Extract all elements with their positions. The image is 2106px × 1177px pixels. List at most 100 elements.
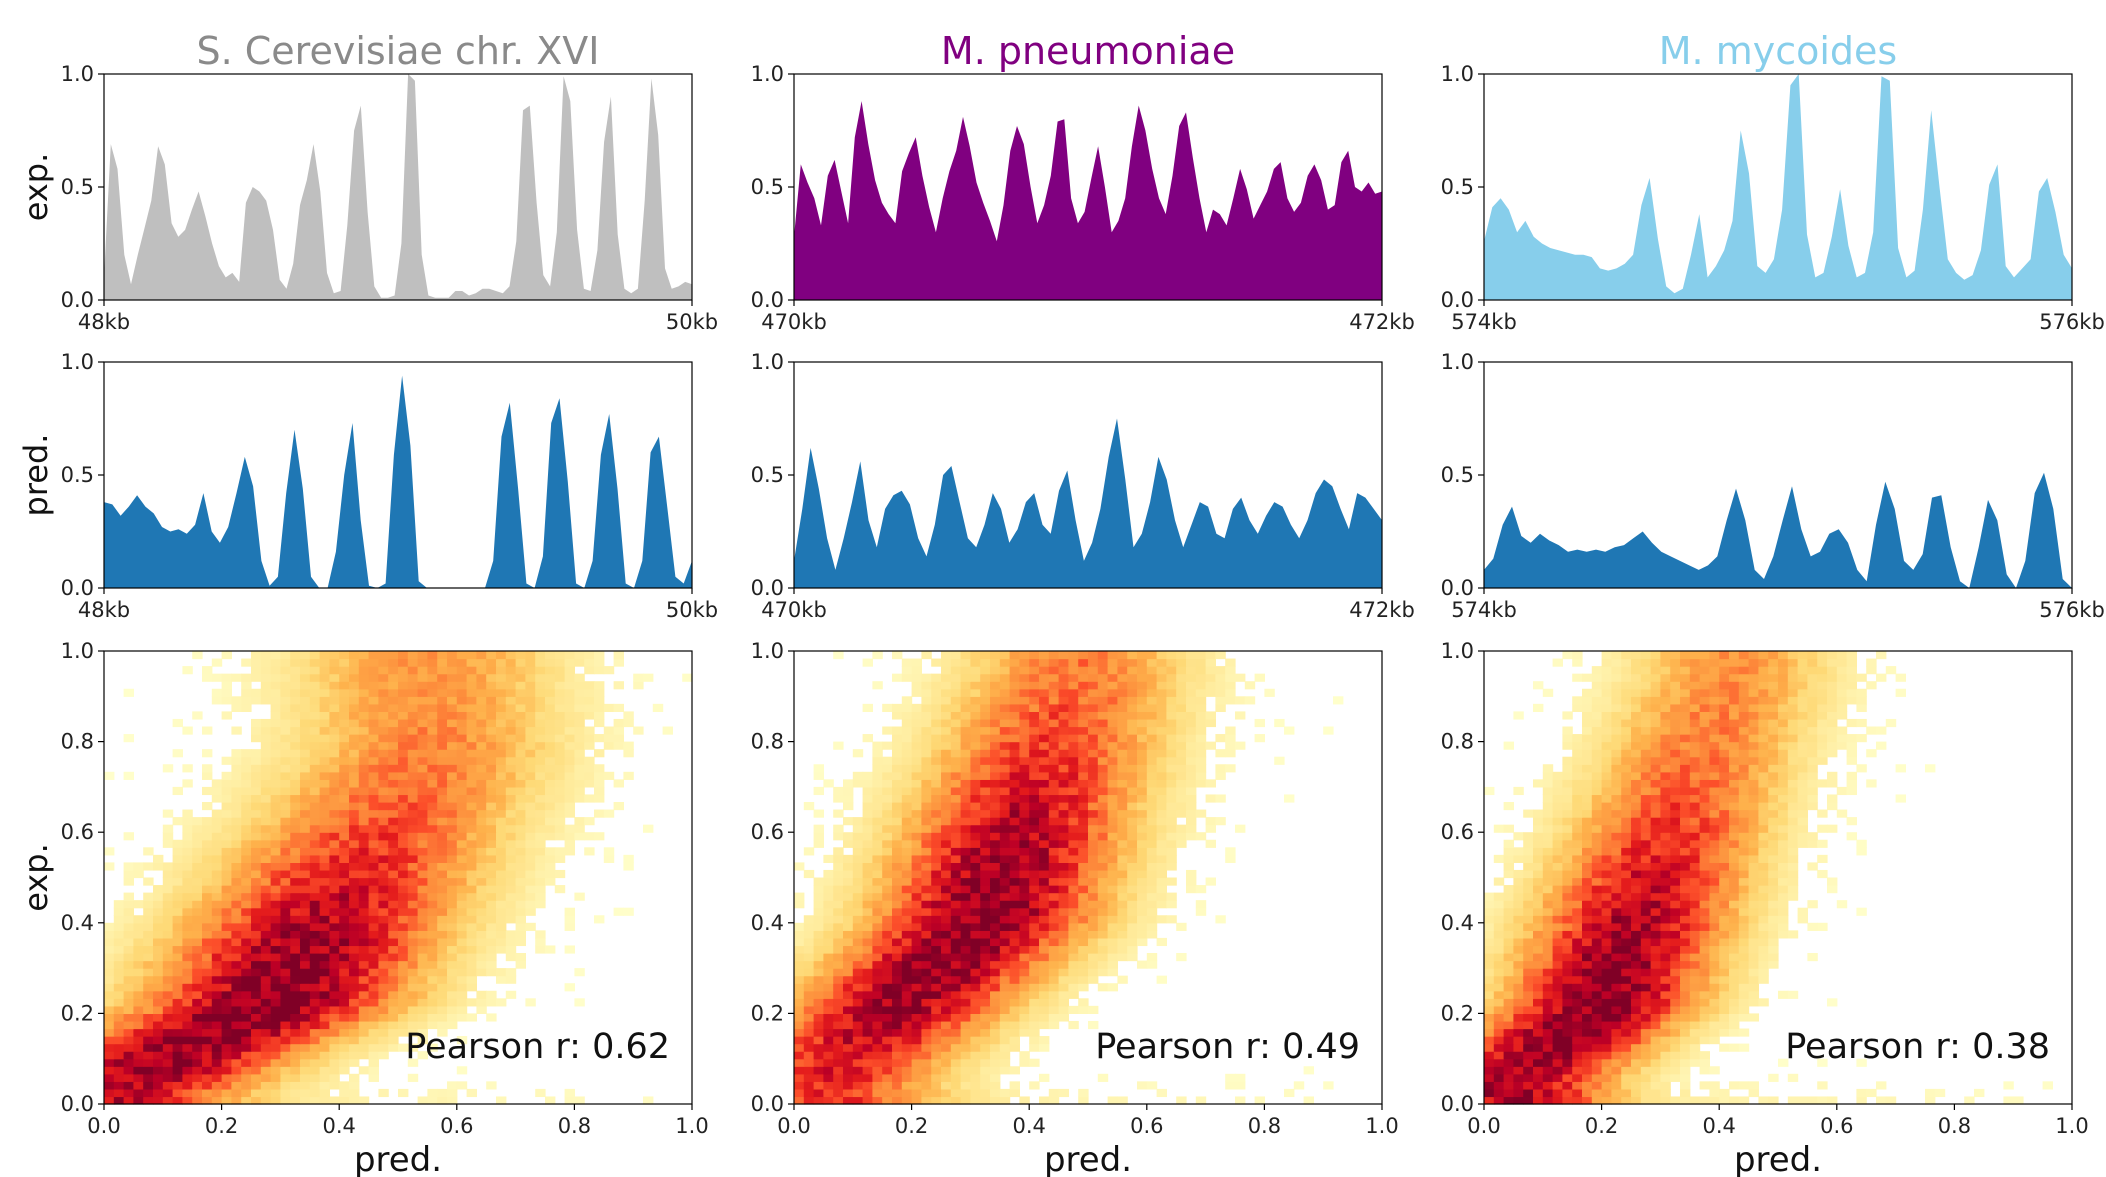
heatmap-cell — [1156, 794, 1167, 803]
heatmap-cell — [901, 937, 913, 947]
heatmap-cell — [1156, 786, 1167, 796]
xtick-label: 0.8 — [558, 1114, 591, 1138]
heatmap-cell — [437, 666, 448, 675]
heatmap-cell — [388, 1028, 399, 1037]
heatmap-cell — [162, 922, 174, 931]
heatmap-cell — [143, 953, 154, 962]
heatmap-cell — [990, 1096, 1001, 1105]
heatmap-cell — [407, 1013, 419, 1022]
heatmap-cell — [911, 824, 922, 833]
heatmap-cell — [980, 930, 991, 939]
heatmap-cell — [999, 839, 1011, 848]
heatmap-cell — [1009, 990, 1020, 999]
heatmap-cell — [852, 930, 864, 939]
heatmap-cell — [211, 1081, 223, 1090]
heatmap-cell — [1503, 1051, 1514, 1060]
heatmap-cell — [319, 1043, 330, 1052]
heatmap-cell — [545, 832, 556, 841]
heatmap-cell — [123, 734, 134, 743]
heatmap-cell — [1117, 975, 1128, 984]
heatmap-cell — [270, 809, 281, 818]
heatmap-cell — [803, 975, 815, 984]
heatmap-cell — [368, 839, 379, 848]
heatmap-cell — [1205, 681, 1216, 690]
heatmap-cell — [1107, 953, 1118, 962]
heatmap-cell — [1048, 681, 1060, 690]
heatmap-cell — [1484, 983, 1495, 992]
heatmap-cell — [931, 862, 942, 871]
heatmap-cell — [1709, 1028, 1720, 1037]
heatmap-cell — [309, 847, 321, 856]
heatmap-cell — [960, 1058, 971, 1067]
heatmap-cell — [231, 726, 242, 735]
heatmap-cell — [456, 666, 468, 675]
heatmap-cell — [1107, 651, 1118, 660]
heatmap-cell — [1601, 1073, 1612, 1082]
heatmap-cell — [794, 953, 805, 962]
heatmap-cell — [378, 960, 389, 969]
heatmap-cell — [892, 892, 903, 901]
heatmap-cell — [584, 764, 595, 773]
heatmap-cell — [980, 862, 991, 871]
heatmap-cell — [990, 885, 1001, 894]
heatmap-cell — [1631, 1088, 1642, 1098]
heatmap-cell — [113, 960, 125, 969]
heatmap-cell — [270, 877, 281, 886]
heatmap-cell — [378, 937, 389, 947]
heatmap-cell — [496, 726, 507, 735]
heatmap-cell — [1621, 1051, 1632, 1060]
heatmap-cell — [1137, 915, 1148, 924]
heatmap-cell — [613, 703, 624, 712]
heatmap-cell — [182, 862, 193, 871]
heatmap-cell — [1078, 953, 1089, 962]
heatmap-cell — [892, 779, 903, 788]
heatmap-cell — [911, 907, 922, 916]
heatmap-cell — [1039, 839, 1050, 848]
heatmap-cell — [398, 734, 409, 743]
heatmap-cell — [319, 718, 330, 728]
heatmap-cell — [486, 658, 497, 667]
heatmap-cell — [388, 741, 399, 750]
heatmap-cell — [1719, 1043, 1730, 1052]
heatmap-cell — [1137, 756, 1148, 765]
heatmap-cell — [1670, 1028, 1681, 1037]
heatmap-cell — [1817, 1081, 1828, 1090]
heatmap-cell — [221, 1036, 232, 1045]
heatmap-cell — [862, 734, 873, 743]
heatmap-cell — [319, 869, 330, 879]
heatmap-cell — [892, 764, 903, 773]
heatmap-cell — [941, 817, 952, 826]
heatmap-cell — [427, 771, 438, 780]
heatmap-cell — [309, 688, 321, 697]
heatmap-cell — [1039, 885, 1050, 894]
heatmap-cell — [270, 764, 281, 773]
heatmap-cell — [941, 1051, 952, 1060]
heatmap-cell — [1176, 809, 1187, 818]
heatmap-cell — [456, 688, 468, 697]
heatmap-cell — [417, 703, 428, 712]
heatmap-cell — [349, 809, 360, 818]
heatmap-cell — [241, 696, 252, 705]
heatmap-cell — [1195, 651, 1207, 660]
heatmap-cell — [202, 1020, 213, 1030]
heatmap-cell — [1562, 990, 1573, 999]
heatmap-cell — [437, 696, 448, 705]
heatmap-cell — [813, 1036, 824, 1045]
heatmap-cell — [270, 900, 281, 909]
heatmap-cell — [466, 839, 477, 848]
heatmap-cell — [182, 666, 193, 675]
heatmap-cell — [309, 915, 321, 924]
heatmap-cell — [378, 953, 389, 962]
heatmap-cell — [843, 953, 854, 962]
heatmap-cell — [172, 862, 183, 871]
heatmap-cell — [554, 854, 566, 863]
heatmap-cell — [931, 922, 942, 931]
heatmap-cell — [843, 900, 854, 909]
heatmap-cell — [1156, 869, 1167, 879]
heatmap-cell — [960, 794, 971, 803]
heatmap-cell — [133, 1005, 144, 1014]
heatmap-cell — [564, 696, 575, 705]
heatmap-cell — [892, 960, 903, 969]
heatmap-cell — [823, 998, 834, 1007]
heatmap-cell — [1572, 1005, 1583, 1014]
